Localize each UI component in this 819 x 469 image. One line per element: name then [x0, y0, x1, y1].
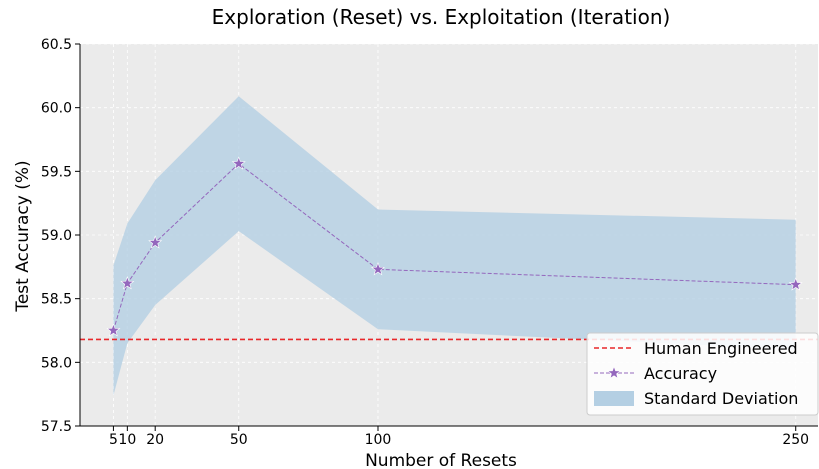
x-tick-label: 100 [365, 432, 392, 448]
accuracy-point [106, 323, 121, 337]
accuracy-point [120, 276, 135, 290]
y-axis-title: Test Accuracy (%) [13, 160, 33, 312]
y-tick-label: 60.0 [41, 101, 72, 117]
y-tick-label: 59.0 [41, 228, 72, 244]
y-tick-label: 58.5 [41, 292, 72, 308]
y-tick-label: 59.5 [41, 164, 72, 180]
x-tick-label: 5 [109, 432, 118, 448]
y-tick-label: 57.5 [41, 419, 72, 435]
x-tick-label: 20 [146, 432, 164, 448]
legend-accuracy-star-icon [606, 365, 622, 379]
accuracy-point [370, 262, 385, 276]
legend-human-engineered-label: Human Engineered [644, 339, 798, 358]
x-axis-title: Number of Resets [365, 451, 517, 469]
legend-box [586, 332, 819, 416]
std-band [113, 96, 796, 396]
x-tick-label: 10 [118, 432, 136, 448]
legend-std-label: Standard Deviation [644, 389, 798, 408]
x-tick-label: 250 [782, 432, 809, 448]
x-tick-label: 50 [230, 432, 248, 448]
legend: Human Engineered Accuracy Standard Devia… [586, 332, 819, 416]
accuracy-markers [106, 156, 803, 337]
y-tick-label: 58.0 [41, 355, 72, 371]
chart-title: Exploration (Reset) vs. Exploitation (It… [212, 5, 671, 29]
ticks: 57.5 58.0 58.5 59.0 59.5 60.0 60.5 5 10 20 50 100 25… [41, 37, 809, 448]
accuracy-point [231, 156, 246, 170]
legend-std-swatch [594, 391, 634, 406]
legend-accuracy-label: Accuracy [644, 364, 717, 383]
accuracy-line [112, 163, 796, 331]
y-tick-label: 60.5 [41, 37, 72, 53]
accuracy-point [788, 277, 803, 291]
accuracy-point [148, 235, 163, 249]
